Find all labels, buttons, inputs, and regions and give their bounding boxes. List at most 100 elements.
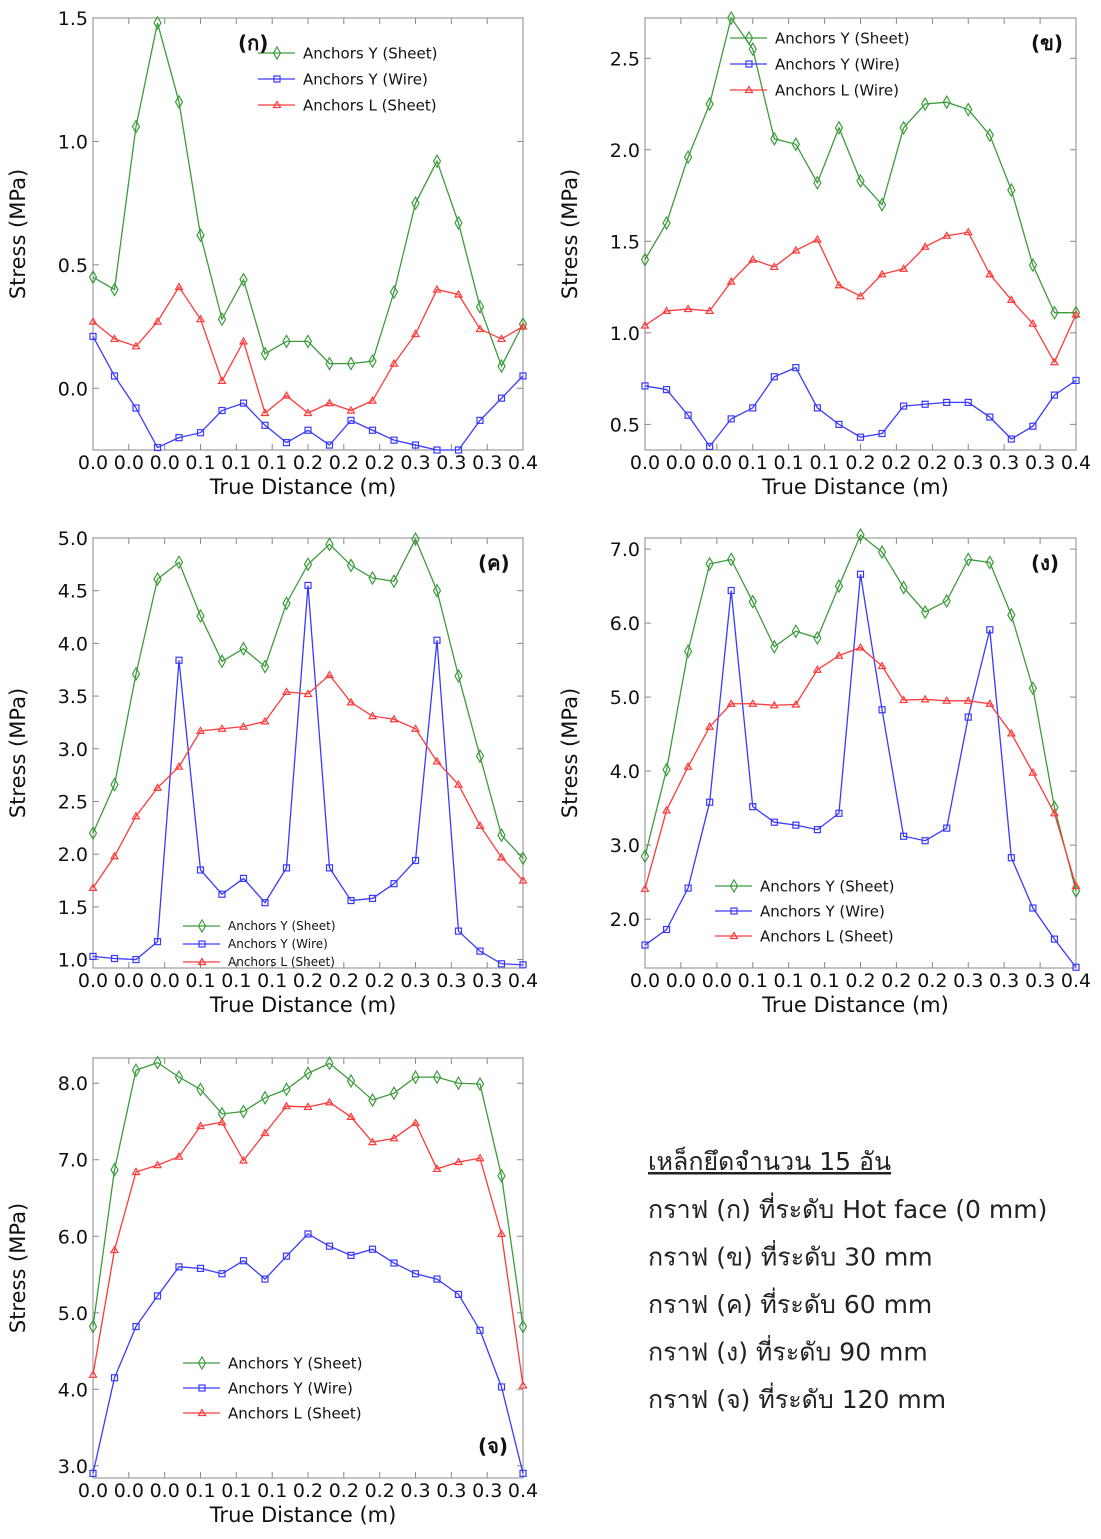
marker	[877, 269, 887, 278]
marker	[726, 276, 736, 285]
series-line	[92, 336, 524, 451]
marker	[1028, 257, 1038, 273]
marker	[88, 1370, 98, 1378]
x-tick-label: 0.1	[738, 452, 768, 474]
legend-label: Anchors Y (Sheet)	[303, 44, 437, 62]
x-tick-label: 0.0	[150, 970, 180, 992]
x-tick-label: 0.1	[257, 970, 287, 992]
marker	[346, 356, 356, 371]
marker	[282, 596, 291, 611]
x-tick-label: 0.4	[508, 970, 538, 992]
marker	[942, 231, 952, 239]
legend-marker	[197, 1355, 207, 1371]
marker	[855, 642, 866, 651]
marker	[410, 724, 421, 732]
marker	[304, 426, 312, 434]
legend-label: Anchors Y (Wire)	[775, 55, 900, 73]
marker	[411, 441, 420, 449]
marker	[684, 884, 692, 892]
legend-label: Anchors L (Wire)	[775, 81, 899, 99]
marker	[640, 320, 650, 329]
x-axis-label: True Distance (m)	[761, 993, 949, 1017]
marker	[877, 661, 887, 670]
x-tick-label: 0.2	[329, 1480, 359, 1502]
marker	[476, 947, 484, 955]
marker	[683, 762, 693, 770]
marker	[899, 580, 908, 595]
x-tick-label: 0.0	[114, 452, 144, 474]
marker	[410, 1118, 421, 1127]
marker	[239, 874, 248, 883]
marker	[347, 896, 355, 905]
x-tick-label: 0.2	[329, 970, 359, 992]
caption-title: เหล็กยึดจำนวน 15 อัน	[648, 1146, 891, 1176]
x-axis-label: True Distance (m)	[209, 1503, 397, 1527]
marker	[683, 644, 693, 659]
x-tick-label: 0.3	[400, 970, 430, 992]
marker	[174, 94, 184, 110]
y-tick-label: 4.0	[58, 1379, 88, 1401]
marker	[131, 341, 141, 350]
marker	[281, 1101, 292, 1110]
legend-label: Anchors Y (Sheet)	[228, 919, 336, 933]
marker	[985, 269, 995, 278]
marker	[475, 324, 485, 333]
marker	[175, 434, 183, 442]
legend-marker	[197, 957, 207, 966]
marker	[454, 1076, 463, 1091]
marker	[433, 636, 441, 644]
marker	[1006, 295, 1016, 303]
marker	[727, 552, 736, 567]
marker	[453, 1157, 464, 1166]
x-tick-label: 0.3	[472, 970, 502, 992]
marker	[325, 1056, 334, 1071]
marker	[196, 228, 205, 243]
marker	[88, 883, 98, 892]
legend-label: Anchors L (Sheet)	[228, 1404, 362, 1422]
marker	[260, 1128, 270, 1137]
x-axis-label: True Distance (m)	[209, 993, 397, 1017]
x-tick-label: 0.3	[989, 970, 1019, 992]
marker	[454, 668, 463, 684]
marker	[346, 405, 356, 414]
x-tick-label: 0.3	[472, 452, 502, 474]
marker	[518, 321, 528, 330]
x-tick-label: 0.1	[185, 452, 215, 474]
y-tick-label: 4.5	[58, 581, 88, 603]
marker	[475, 748, 485, 764]
marker	[196, 1082, 205, 1097]
y-tick-label: 8.0	[58, 1073, 88, 1095]
marker	[899, 120, 908, 136]
marker	[662, 925, 671, 934]
marker	[964, 552, 973, 567]
y-tick-label: 0.5	[58, 255, 88, 277]
legend-label: Anchors Y (Sheet)	[228, 1354, 362, 1372]
marker	[964, 102, 973, 117]
marker	[217, 376, 227, 384]
legend-label: Anchors L (Sheet)	[303, 96, 437, 114]
legend-marker	[745, 60, 753, 68]
marker	[367, 1137, 378, 1146]
x-tick-label: 0.3	[472, 1480, 502, 1502]
marker	[1071, 309, 1081, 318]
panel-label: (ง)	[1031, 551, 1059, 575]
legend-label: Anchors Y (Wire)	[760, 902, 885, 920]
marker	[432, 756, 442, 765]
marker	[899, 695, 909, 704]
marker	[986, 626, 994, 634]
marker	[727, 10, 736, 26]
marker	[88, 270, 98, 285]
marker	[640, 884, 650, 892]
x-tick-label: 0.0	[78, 1480, 108, 1502]
marker	[834, 280, 844, 289]
marker	[1071, 883, 1081, 899]
marker	[770, 373, 778, 381]
y-tick-label: 5.0	[58, 528, 88, 550]
marker	[368, 1092, 377, 1108]
chart: 0.0 0.0 0.0 0.1 0.1 0.1 0.2 0.2 0.2 0.3 0.3 0.3 0.43…	[6, 1055, 538, 1527]
marker	[748, 254, 758, 263]
chart: 0.0 0.0 0.0 0.1 0.1 0.1 0.2 0.2 0.2 0.3 0.3 0.3 0.41…	[6, 528, 538, 1017]
legend-marker	[273, 75, 281, 83]
marker	[920, 242, 930, 250]
marker	[497, 358, 506, 374]
